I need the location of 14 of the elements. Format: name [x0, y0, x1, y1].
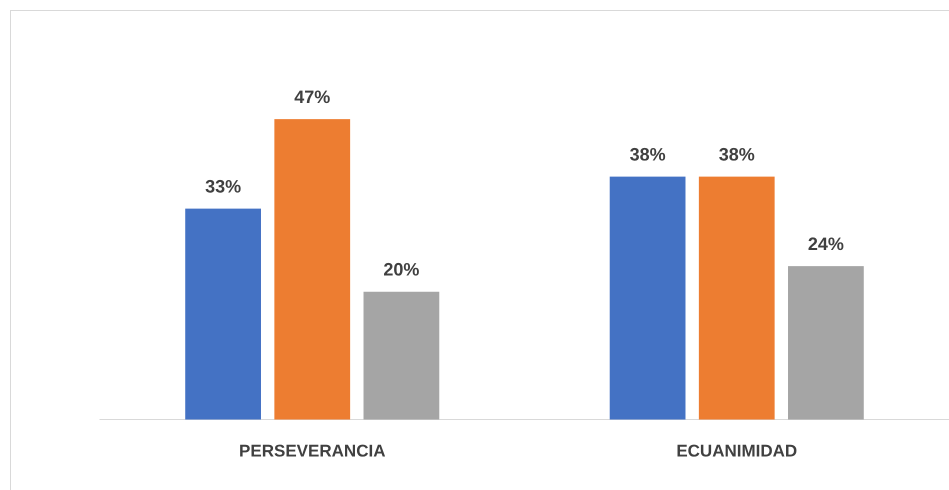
bar	[185, 208, 261, 420]
data-label: 20%	[383, 260, 420, 280]
bar	[364, 292, 440, 420]
data-label: 38%	[630, 144, 666, 165]
x-tick-label: ECUANIMIDAD	[676, 441, 798, 460]
data-label: 47%	[294, 87, 330, 108]
bar	[274, 119, 350, 420]
data-label: 33%	[205, 176, 242, 197]
bar	[610, 176, 686, 420]
data-label: 38%	[718, 144, 755, 165]
x-tick-label: PERSEVERANCIA	[239, 441, 386, 460]
data-label: 24%	[808, 234, 844, 254]
bar	[788, 266, 864, 420]
bar	[698, 176, 775, 420]
